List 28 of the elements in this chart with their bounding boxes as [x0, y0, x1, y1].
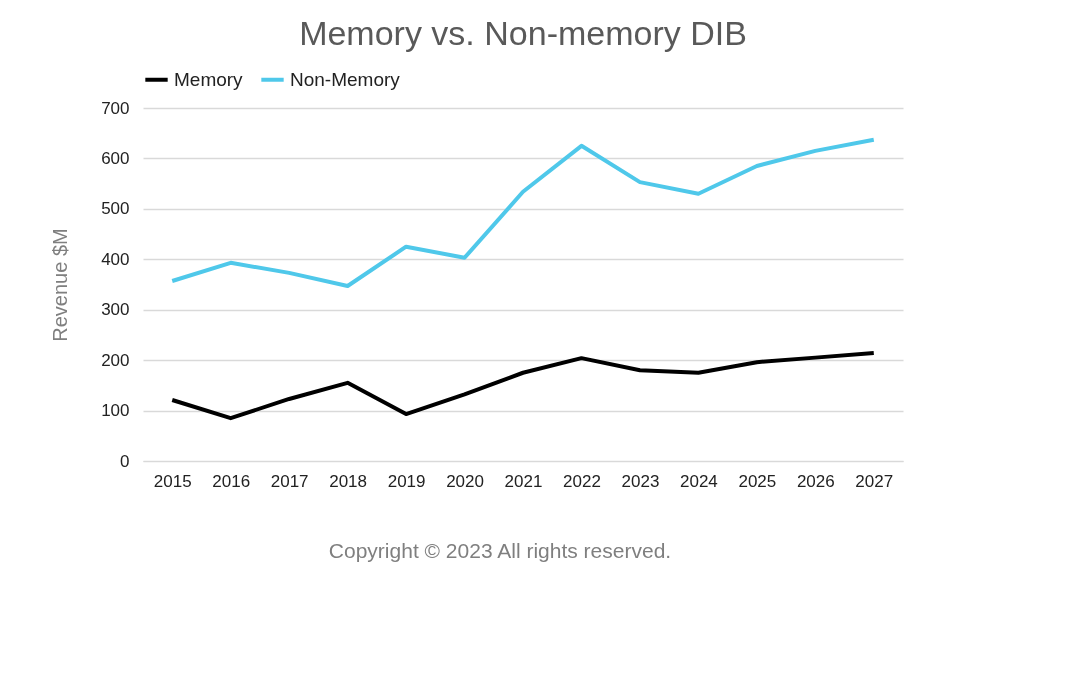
y-tick-label: 300	[101, 300, 130, 320]
line-series	[170, 351, 876, 421]
x-tick-label: 2021	[504, 471, 543, 491]
x-tick-label: 2025	[738, 471, 777, 491]
x-tick-label: 2027	[855, 471, 894, 491]
y-tick-label: 600	[101, 148, 130, 168]
x-tick-label: 2017	[270, 471, 309, 491]
line-series	[170, 137, 876, 289]
x-tick-label: 2016	[212, 471, 251, 491]
x-tick-label: 2026	[796, 471, 835, 491]
legend-label: Non-Memory	[290, 68, 401, 90]
y-tick-label: 400	[101, 249, 130, 269]
text: Copyright © 2023 All rights reserved.	[327, 539, 673, 563]
x-tick-label: 2020	[446, 471, 484, 491]
y-tick-label: 200	[101, 350, 130, 370]
chart-title: Memory vs. Non-memory DIB	[299, 14, 747, 52]
x-tick-label: 2019	[387, 471, 426, 491]
x-tick-label: 2022	[563, 471, 601, 491]
x-tick-label: 2018	[329, 471, 368, 491]
y-tick-label: 100	[101, 401, 130, 421]
y-tick-label: 500	[101, 199, 130, 219]
x-tick-label: 2024	[679, 471, 718, 491]
x-tick-label: 2023	[621, 471, 660, 491]
y-tick-label: 0	[120, 451, 130, 471]
y-tick-label: 700	[101, 98, 130, 118]
legend-label: Memory	[174, 68, 244, 90]
y-axis-title: Revenue $M	[49, 228, 72, 342]
x-tick-label: 2015	[153, 471, 192, 491]
